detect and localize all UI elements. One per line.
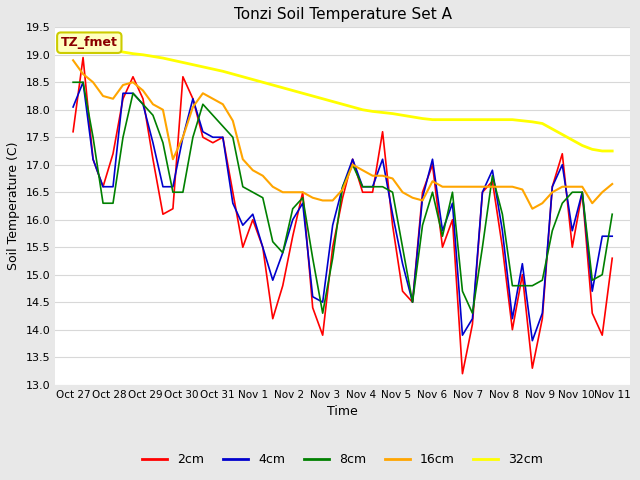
8cm <box>129 90 137 96</box>
4cm <box>529 338 536 344</box>
Title: Tonzi Soil Temperature Set A: Tonzi Soil Temperature Set A <box>234 7 452 22</box>
16cm <box>169 156 177 162</box>
2cm <box>459 371 467 376</box>
32cm <box>609 148 616 154</box>
8cm <box>559 200 566 206</box>
8cm <box>609 211 616 217</box>
8cm <box>598 272 606 277</box>
32cm <box>548 126 556 132</box>
2cm <box>69 129 77 134</box>
2cm <box>598 332 606 338</box>
2cm <box>568 244 576 250</box>
16cm <box>199 90 207 96</box>
4cm <box>598 233 606 239</box>
Line: 16cm: 16cm <box>73 60 612 209</box>
8cm <box>319 310 326 316</box>
2cm <box>179 74 187 80</box>
16cm <box>69 58 77 63</box>
8cm <box>169 189 177 195</box>
16cm <box>598 189 606 195</box>
2cm <box>139 96 147 102</box>
2cm <box>609 255 616 261</box>
2cm <box>79 55 87 60</box>
Line: 32cm: 32cm <box>73 41 612 151</box>
Legend: 2cm, 4cm, 8cm, 16cm, 32cm: 2cm, 4cm, 8cm, 16cm, 32cm <box>137 448 548 471</box>
32cm <box>169 58 177 63</box>
4cm <box>139 101 147 107</box>
16cm <box>609 181 616 187</box>
16cm <box>529 206 536 212</box>
4cm <box>79 79 87 85</box>
8cm <box>199 101 207 107</box>
Line: 8cm: 8cm <box>73 82 612 313</box>
32cm <box>598 148 606 154</box>
X-axis label: Time: Time <box>327 405 358 418</box>
Line: 2cm: 2cm <box>73 58 612 373</box>
32cm <box>69 38 77 44</box>
Text: TZ_fmet: TZ_fmet <box>61 36 118 49</box>
4cm <box>209 134 217 140</box>
32cm <box>129 51 137 57</box>
4cm <box>609 233 616 239</box>
4cm <box>69 104 77 110</box>
32cm <box>269 82 276 88</box>
16cm <box>559 184 566 190</box>
Y-axis label: Soil Temperature (C): Soil Temperature (C) <box>7 142 20 270</box>
32cm <box>199 64 207 70</box>
2cm <box>279 283 287 288</box>
8cm <box>269 239 276 245</box>
2cm <box>209 140 217 145</box>
Line: 4cm: 4cm <box>73 82 612 341</box>
4cm <box>568 228 576 234</box>
32cm <box>588 146 596 152</box>
8cm <box>69 79 77 85</box>
16cm <box>269 184 276 190</box>
4cm <box>279 250 287 255</box>
4cm <box>179 134 187 140</box>
16cm <box>129 79 137 85</box>
